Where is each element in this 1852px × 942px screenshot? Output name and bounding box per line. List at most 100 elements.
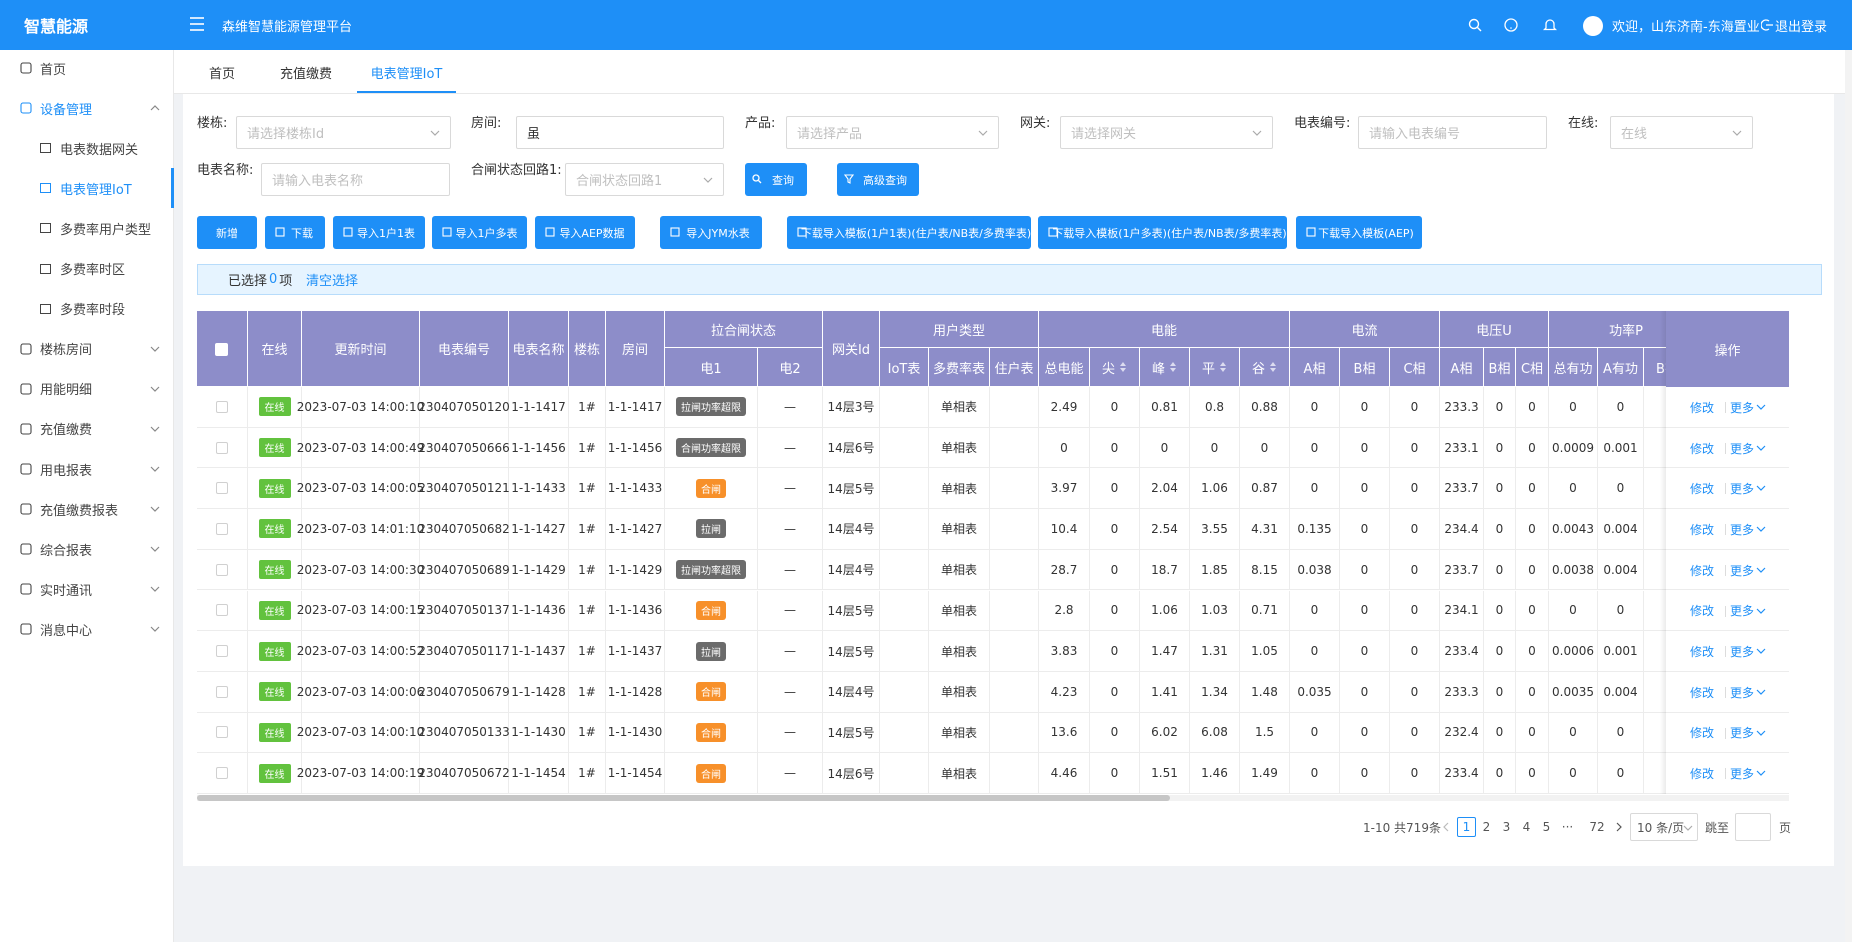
menu-chevron xyxy=(150,626,160,633)
checkbox[interactable] xyxy=(216,645,228,658)
page-total: 1-10 共719条 xyxy=(1363,820,1441,835)
logout[interactable]: 退出登录 xyxy=(1775,19,1828,35)
table-cell: 0 xyxy=(1090,468,1140,510)
tab[interactable]: 首页 xyxy=(208,66,235,82)
page-size: 10 条/页 xyxy=(1637,820,1685,835)
menu-item[interactable]: 首页 xyxy=(40,62,67,78)
more-link[interactable]: 更多 xyxy=(1730,482,1755,497)
prev-arrow xyxy=(1443,822,1449,832)
more-link[interactable]: 更多 xyxy=(1730,604,1755,619)
more-link[interactable]: 更多 xyxy=(1730,685,1755,700)
menu-item[interactable]: 消息中心 xyxy=(40,623,93,639)
edit-link[interactable]: 修改 xyxy=(1690,645,1715,660)
more-link[interactable]: 更多 xyxy=(1730,767,1755,782)
page-item[interactable]: 1 xyxy=(1457,817,1476,837)
menu-item[interactable]: 充值缴费报表 xyxy=(40,503,119,519)
action-button[interactable]: 下载 xyxy=(265,216,325,249)
filter-select[interactable]: 合闸状态回路1 xyxy=(565,163,724,196)
checkbox[interactable] xyxy=(216,482,228,495)
cell-text: — xyxy=(784,562,796,577)
action-button[interactable]: 导入JYM水表 xyxy=(660,216,762,249)
filter-select[interactable]: 请选择产品 xyxy=(786,116,999,149)
submenu-item[interactable]: 多费率用户类型 xyxy=(60,222,152,238)
scroll-thumb[interactable] xyxy=(197,795,1170,801)
page-item[interactable]: 2 xyxy=(1482,820,1491,834)
checkbox[interactable] xyxy=(216,604,228,617)
cell-text: 233.3 xyxy=(1444,684,1479,699)
edit-link[interactable]: 修改 xyxy=(1690,441,1715,456)
submenu-item[interactable]: 电表管理IoT xyxy=(60,182,132,198)
menu-item[interactable]: 用电报表 xyxy=(40,463,93,479)
filter-select[interactable]: 请选择网关 xyxy=(1060,116,1273,149)
menu-item[interactable]: 楼栋房间 xyxy=(40,343,93,359)
header-cell: A相 xyxy=(1290,348,1340,387)
submenu-item[interactable]: 电表数据网关 xyxy=(60,142,139,158)
avatar-part xyxy=(1583,16,1603,36)
action-button[interactable]: 导入1户多表 xyxy=(432,216,527,249)
select-arrow-part xyxy=(703,177,713,183)
page-size-select[interactable]: 10 条/页 xyxy=(1630,813,1698,841)
checkbox[interactable] xyxy=(216,726,228,739)
checkbox[interactable] xyxy=(216,400,228,413)
action-button[interactable]: 导入1户1表 xyxy=(333,216,425,249)
cell-text: 1-1-1430 xyxy=(511,725,566,740)
edit-link[interactable]: 修改 xyxy=(1690,604,1715,619)
action-button[interactable]: 下载导入模板(1户多表)(住户表/NB表/多费率表) xyxy=(1038,216,1287,249)
jump-input[interactable] xyxy=(1735,813,1771,841)
page-item[interactable]: ··· xyxy=(1561,820,1574,834)
action-button[interactable]: 下载导入模板(1户1表)(住户表/NB表/多费率表) xyxy=(787,216,1031,249)
edit-link[interactable]: 修改 xyxy=(1690,767,1715,782)
edit-link[interactable]: 修改 xyxy=(1690,400,1715,415)
edit-link[interactable]: 修改 xyxy=(1690,726,1715,741)
tab[interactable]: 电表管理IoT xyxy=(370,66,443,82)
table-cell: 0.0035 xyxy=(1549,671,1598,713)
filter-select[interactable]: 请选择楼栋Id xyxy=(236,116,451,149)
checkbox[interactable] xyxy=(216,767,228,780)
page-item[interactable]: 4 xyxy=(1522,820,1531,834)
table-cell: 2023-07-03 14:00:30 xyxy=(297,549,424,591)
checkbox[interactable] xyxy=(216,441,228,454)
table-cell: 1-1-1430 xyxy=(509,712,569,754)
edit-link[interactable]: 修改 xyxy=(1690,563,1715,578)
edit-link[interactable]: 修改 xyxy=(1690,685,1715,700)
more-link[interactable]: 更多 xyxy=(1730,522,1755,537)
edit-link[interactable]: 修改 xyxy=(1690,522,1715,537)
menu-item[interactable]: 设备管理 xyxy=(40,102,93,118)
cell-text: 1-1-1428 xyxy=(607,684,663,699)
more-link[interactable]: 更多 xyxy=(1730,441,1755,456)
more-link[interactable]: 更多 xyxy=(1730,400,1755,415)
query-button[interactable]: 查询 xyxy=(745,163,807,196)
sort-icon-part xyxy=(1120,362,1126,366)
welcome-text: 欢迎，山东济南-东海置业 xyxy=(1612,19,1760,35)
menu-item[interactable]: 综合报表 xyxy=(40,543,93,559)
query-button[interactable]: 高级查询 xyxy=(837,163,919,196)
page-item[interactable]: 5 xyxy=(1542,820,1551,834)
edit-link[interactable]: 修改 xyxy=(1690,482,1715,497)
filter-select[interactable]: 在线 xyxy=(1610,116,1753,149)
filter-input[interactable]: 虽 xyxy=(516,116,724,149)
header-label: 平 xyxy=(1201,361,1215,377)
page-item[interactable]: 72 xyxy=(1589,820,1605,834)
menu-item[interactable]: 用能明细 xyxy=(40,383,93,399)
submenu-item[interactable]: 多费率时段 xyxy=(60,303,126,319)
action-button[interactable]: 导入AEP数据 xyxy=(535,216,635,249)
checkbox[interactable] xyxy=(215,343,228,356)
action-button[interactable]: 新增 xyxy=(197,216,257,249)
tab[interactable]: 充值缴费 xyxy=(279,66,332,82)
action-button[interactable]: 下载导入模板(AEP) xyxy=(1296,216,1422,249)
cell-text: 1-1-1429 xyxy=(607,562,663,577)
more-link[interactable]: 更多 xyxy=(1730,726,1755,741)
checkbox[interactable] xyxy=(216,685,228,698)
more-link[interactable]: 更多 xyxy=(1730,563,1755,578)
clear-selection[interactable]: 清空选择 xyxy=(306,274,359,289)
menu-item[interactable]: 实时通讯 xyxy=(40,583,93,599)
filter-input[interactable]: 请输入电表名称 xyxy=(261,163,450,196)
more-link[interactable]: 更多 xyxy=(1730,645,1755,660)
menu-item[interactable]: 充值缴费 xyxy=(40,423,93,439)
submenu-item[interactable]: 多费率时区 xyxy=(60,263,126,278)
filter-input[interactable]: 请输入电表编号 xyxy=(1358,116,1547,149)
cell-text: 0 xyxy=(1360,725,1369,740)
page-item[interactable]: 3 xyxy=(1502,820,1511,834)
checkbox[interactable] xyxy=(216,563,228,576)
checkbox[interactable] xyxy=(216,522,228,535)
